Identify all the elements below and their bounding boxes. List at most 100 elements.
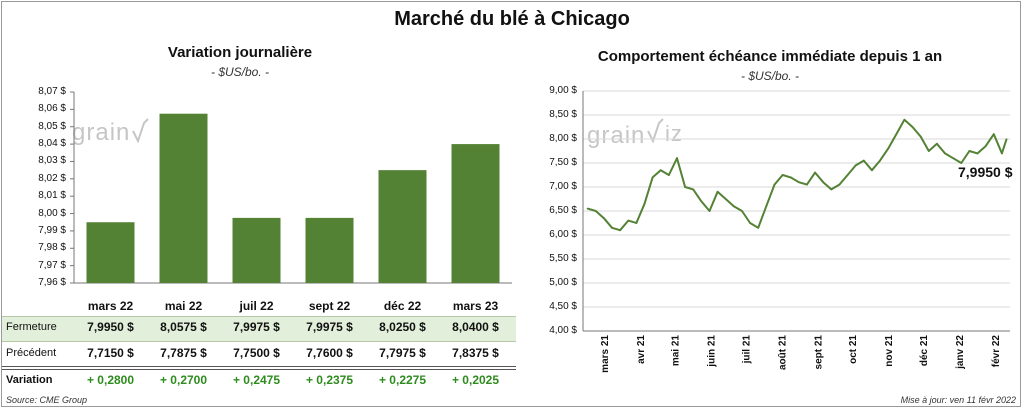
price-point [846,174,849,176]
table-cell: 7,8375 $ [452,346,499,360]
left-y-tick-label: 7,98 $ [38,242,66,254]
price-point [716,190,719,193]
table-cell: 8,0575 $ [160,320,207,334]
fermeture-row-bg [2,316,516,342]
left-y-tick-label: 7,96 $ [38,277,66,288]
logo-mark-icon [132,118,150,144]
price-point [789,176,792,179]
right-x-tick-label: sept 21 [813,335,824,370]
price-point [895,133,898,136]
right-y-tick-label: 4,00 $ [549,325,577,336]
price-point [651,176,654,179]
right-x-tick-label: déc 21 [919,335,930,367]
price-point [935,142,938,145]
x-category-label: mai 22 [164,299,203,313]
price-point [944,152,946,155]
price-point [862,159,865,162]
price-point [952,157,955,160]
price-point [822,181,825,184]
price-point [586,207,589,210]
right-x-tick-label: janv 22 [955,335,966,370]
left-y-tick-label: 7,97 $ [38,259,66,271]
right-x-tick-label: mars 21 [600,335,611,373]
table-cell: 7,7500 $ [233,346,280,360]
left-y-tick-label: 8,00 $ [38,207,66,219]
price-point [960,162,963,164]
x-category-label: mars 23 [452,299,499,313]
price-point [871,169,873,172]
table-cell: + 0,2475 [232,373,281,387]
price-point [976,152,979,155]
price-point [611,226,613,229]
table-row-label: Fermeture [6,321,57,333]
bar [159,113,208,283]
left-y-tick-label: 8,06 $ [38,103,66,115]
left-y-tick-label: 8,01 $ [38,190,66,202]
price-point [773,183,776,186]
price-point [627,219,630,222]
right-chart-unit: - $US/bo. - [740,69,800,83]
right-y-tick-label: 4,50 $ [549,301,577,312]
price-point [765,205,768,208]
left-y-tick-label: 7,99 $ [38,224,66,236]
price-point [968,150,971,152]
bar [305,217,354,283]
x-category-label: sept 22 [308,299,351,313]
price-point [692,188,695,191]
table-cell: + 0,2375 [305,373,354,387]
price-point [724,198,727,200]
price-point [700,200,703,203]
price-point [838,183,841,186]
bar [232,217,281,283]
table-row-label: Précédent [6,347,57,359]
right-x-tick-label: juil 21 [741,335,752,365]
table-cell: 7,7975 $ [379,346,426,360]
table-cell: + 0,2025 [451,373,500,387]
price-point [749,222,751,224]
table-cell: 8,0400 $ [452,320,499,334]
price-point [919,135,922,138]
price-point [879,159,881,162]
table-cell: 7,9950 $ [87,320,134,334]
price-point [814,171,816,174]
grainwiz-logo: grain [72,117,152,147]
price-point [797,181,800,184]
left-y-tick-label: 8,07 $ [38,86,66,97]
price-point [830,188,833,191]
bar [451,144,500,283]
right-x-tick-label: mai 21 [671,335,682,367]
price-point [732,205,735,208]
price-point [708,210,711,212]
right-y-tick-label: 6,00 $ [549,229,577,240]
source-note: Source: CME Group [6,395,88,405]
price-point [757,226,760,229]
right-y-tick-label: 9,00 $ [549,85,577,96]
x-category-label: mars 22 [87,299,134,313]
price-point [781,174,784,176]
right-y-tick-label: 7,00 $ [549,181,577,192]
svg-text:iz: iz [665,121,683,146]
table-cell: 8,0250 $ [379,320,426,334]
table-divider [2,366,516,367]
table-cell: 7,7875 $ [160,346,207,360]
right-y-tick-label: 7,50 $ [549,157,577,168]
right-y-tick-label: 6,50 $ [549,205,577,216]
price-point [887,147,890,150]
right-y-tick-label: 5,00 $ [549,277,577,288]
right-x-tick-label: juin 21 [707,335,718,368]
price-point [806,183,808,186]
grainwiz-logo-right: grain iz [587,117,691,150]
price-point [635,222,638,224]
price-line [587,118,1008,232]
price-point [911,126,914,128]
left-chart-unit: - $US/bo. - [210,65,270,79]
right-x-tick-label: nov 21 [884,335,895,367]
right-y-tick-label: 8,00 $ [549,133,577,144]
x-category-label: juil 22 [239,299,274,313]
price-point [619,229,622,232]
price-point [903,118,906,121]
logo-mark-icon: iz [647,118,683,146]
